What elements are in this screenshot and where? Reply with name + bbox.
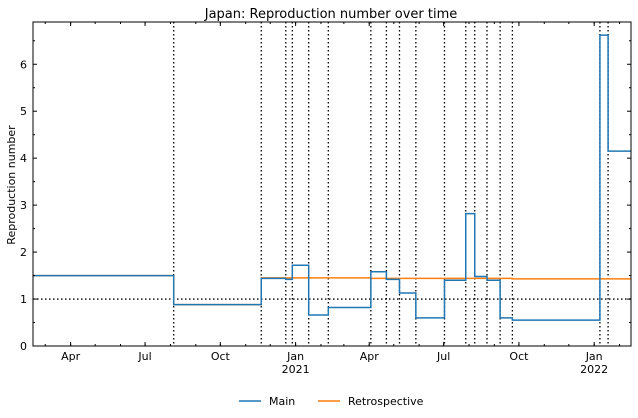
x-tick-sublabel-3: 2021 [282,363,310,376]
series-line-main [33,34,631,321]
legend-label-retrospective: Retrospective [348,395,424,408]
legend-label-main: Main [269,395,295,408]
x-tick-label-0: Apr [61,350,81,363]
y-tick-label-4: 4 [20,152,27,165]
chart-title: Japan: Reproduction number over time [204,7,458,22]
x-tick-label-4: Apr [360,350,380,363]
x-tick-label-1: Jul [137,350,151,363]
x-tick-label-3: Jan [286,350,304,363]
x-tick-sublabel-7: 2022 [580,363,608,376]
y-tick-label-3: 3 [20,199,27,212]
x-tick-label-7: Jan [585,350,603,363]
x-tick-label-5: Jul [436,350,450,363]
plot-frame [32,21,632,347]
y-tick-label-1: 1 [20,293,27,306]
x-tick-label-2: Oct [211,350,231,363]
legend: Main Retrospective [239,395,424,408]
y-tick-label-0: 0 [20,340,27,353]
y-tick-label-2: 2 [20,246,27,259]
series-lines [33,34,631,321]
series-line-retrospective [33,274,631,306]
y-axis-label: Reproduction number [5,125,18,245]
x-tick-label-6: Oct [509,350,529,363]
breakpoint-lines [173,22,609,346]
y-tick-label-6: 6 [20,58,27,71]
y-tick-label-5: 5 [20,105,27,118]
